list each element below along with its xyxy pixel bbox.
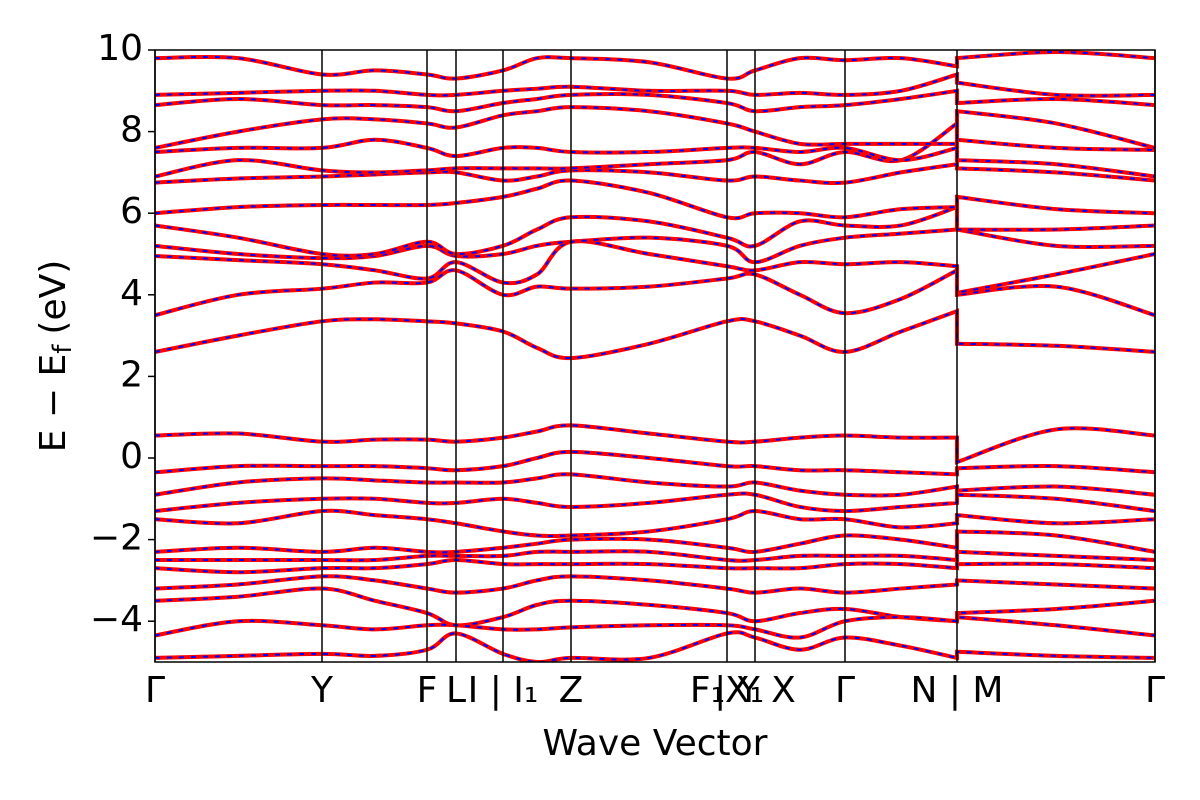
y-axis-label: E − Ef (eV) [33, 260, 78, 453]
x-tick-label: F [417, 670, 438, 711]
band-line [155, 630, 1155, 662]
band-dash [155, 51, 1155, 80]
band-line [155, 557, 1155, 575]
y-label-sub: f [48, 344, 78, 354]
band-line [155, 50, 1155, 81]
band-line [155, 549, 1155, 563]
band-dash [155, 240, 1155, 294]
band-dash [155, 179, 1155, 220]
band-line [155, 137, 1155, 163]
band-line [155, 472, 1155, 498]
x-tick-label: L [446, 670, 466, 711]
y-tick-label: 8 [120, 110, 143, 151]
x-tick-label: Z [559, 670, 584, 711]
band-dash [155, 616, 1155, 639]
band-dash [155, 631, 1155, 662]
band-line [155, 529, 1155, 555]
band-dash [155, 450, 1155, 476]
y-tick-label: 6 [120, 191, 143, 232]
band-dash [155, 205, 1155, 257]
x-tick-label: Y [310, 670, 334, 711]
band-line [155, 105, 1155, 150]
x-tick-label: Γ [1145, 670, 1165, 711]
plot-frame [154, 49, 1156, 663]
x-tick-label: I | I₁ [468, 670, 539, 711]
band-line [155, 71, 1155, 98]
band-line [155, 204, 1155, 258]
band-line [155, 227, 1155, 265]
band-dash [155, 492, 1155, 513]
band-line [155, 178, 1155, 221]
y-label-main: E − E [33, 354, 74, 453]
bands [155, 50, 1155, 662]
band-line [155, 449, 1155, 477]
band-dash [155, 163, 1155, 184]
band-dash [155, 575, 1155, 594]
band-dash [155, 268, 1155, 317]
band-dash [155, 509, 1155, 538]
band-line [155, 614, 1155, 640]
y-tick-label: 0 [120, 436, 143, 477]
x-tick-label: | Y X [714, 670, 796, 711]
y-tick-label: 10 [97, 28, 143, 69]
band-dash [155, 106, 1155, 149]
y-tick-label: 2 [120, 354, 143, 395]
x-tick-label: Γ [145, 670, 165, 711]
band-dash [155, 89, 1155, 113]
band-line [155, 267, 1155, 318]
x-tick-label: N | M [910, 670, 1003, 711]
band-dash [155, 587, 1155, 627]
band-dash [155, 473, 1155, 497]
y-label-unit: (eV) [33, 260, 74, 335]
band-line [155, 308, 1155, 361]
band-line [155, 491, 1155, 514]
band-dash [155, 121, 1155, 178]
band-dash [155, 424, 1155, 464]
y-tick-label: 4 [120, 273, 143, 314]
y-tick-label: −4 [90, 599, 143, 640]
y-tick-label: −2 [90, 518, 143, 559]
band-dash [155, 309, 1155, 360]
band-dash [155, 138, 1155, 162]
x-axis-label: Wave Vector [543, 723, 768, 764]
x-tick-label: Γ [835, 670, 855, 711]
x-tick-label: F₁X₁ [690, 670, 764, 711]
